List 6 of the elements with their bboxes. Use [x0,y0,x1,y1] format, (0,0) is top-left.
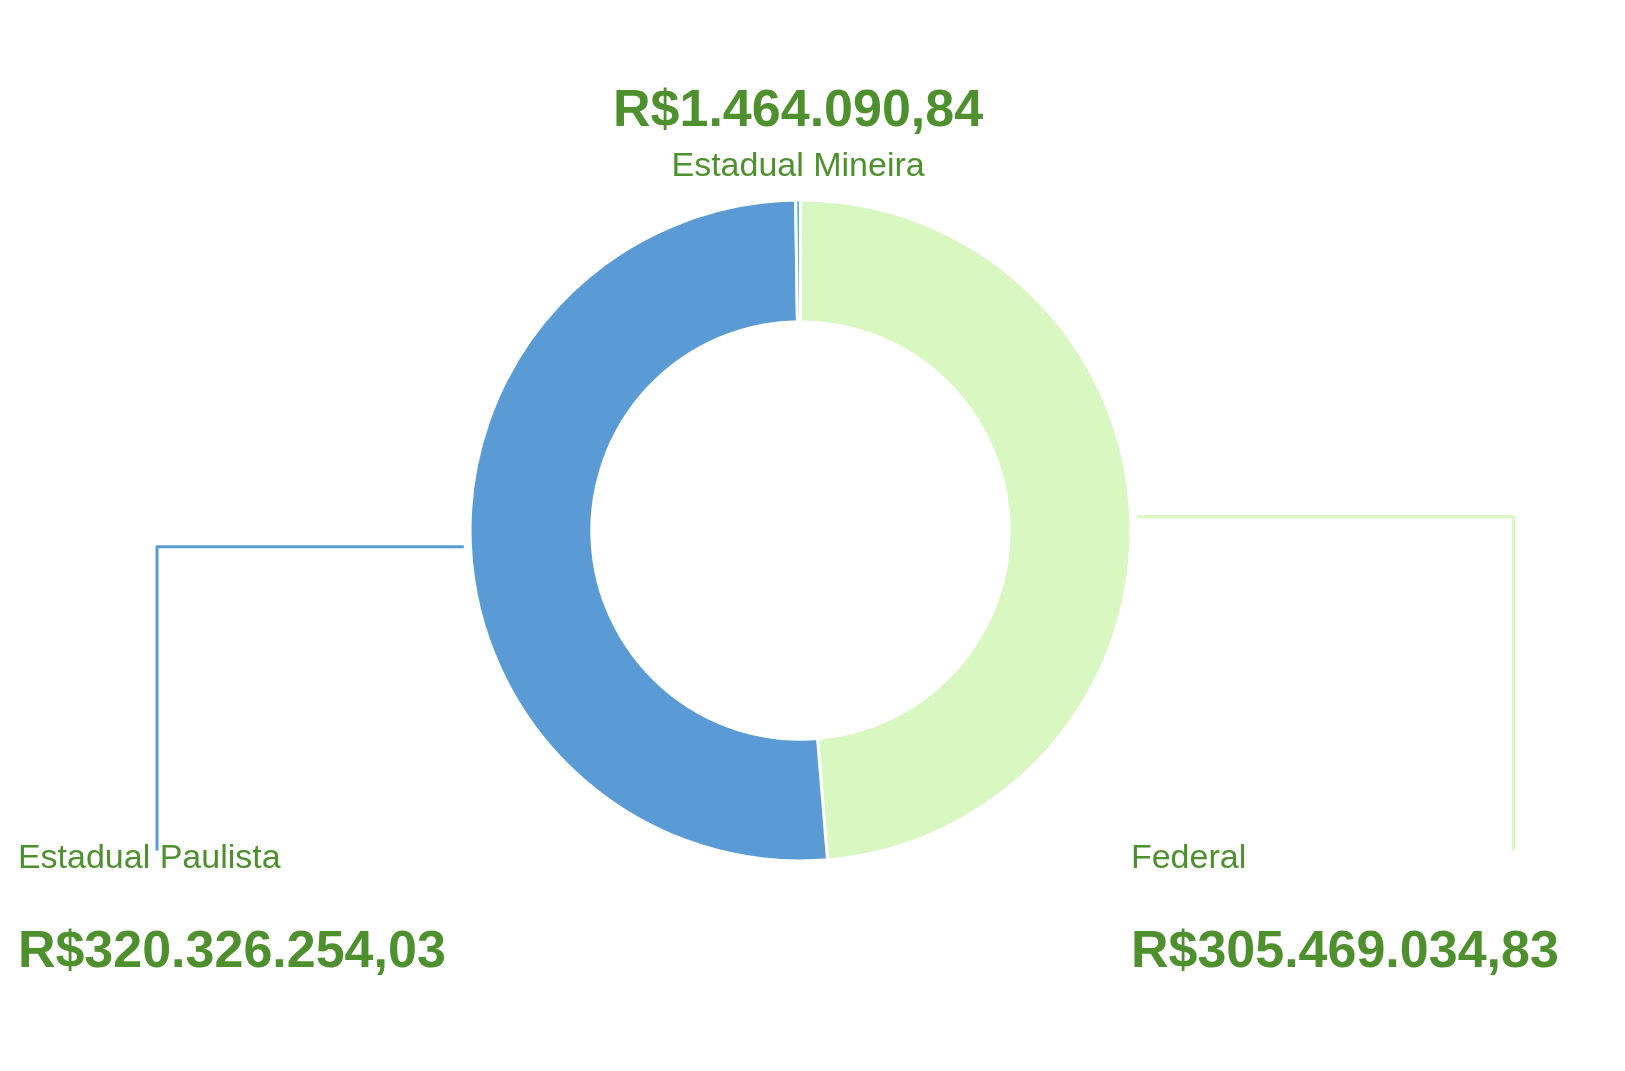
slice-label: Estadual Paulista [17,836,281,875]
data-label: R$320.326.254,03 [17,920,446,979]
data-label: R$305.469.034,83 [1130,920,1559,979]
data-label: R$1.464.090,84 [613,79,984,138]
slice-label: Estadual Mineira [671,144,925,183]
slice-label: Federal [1130,836,1247,875]
